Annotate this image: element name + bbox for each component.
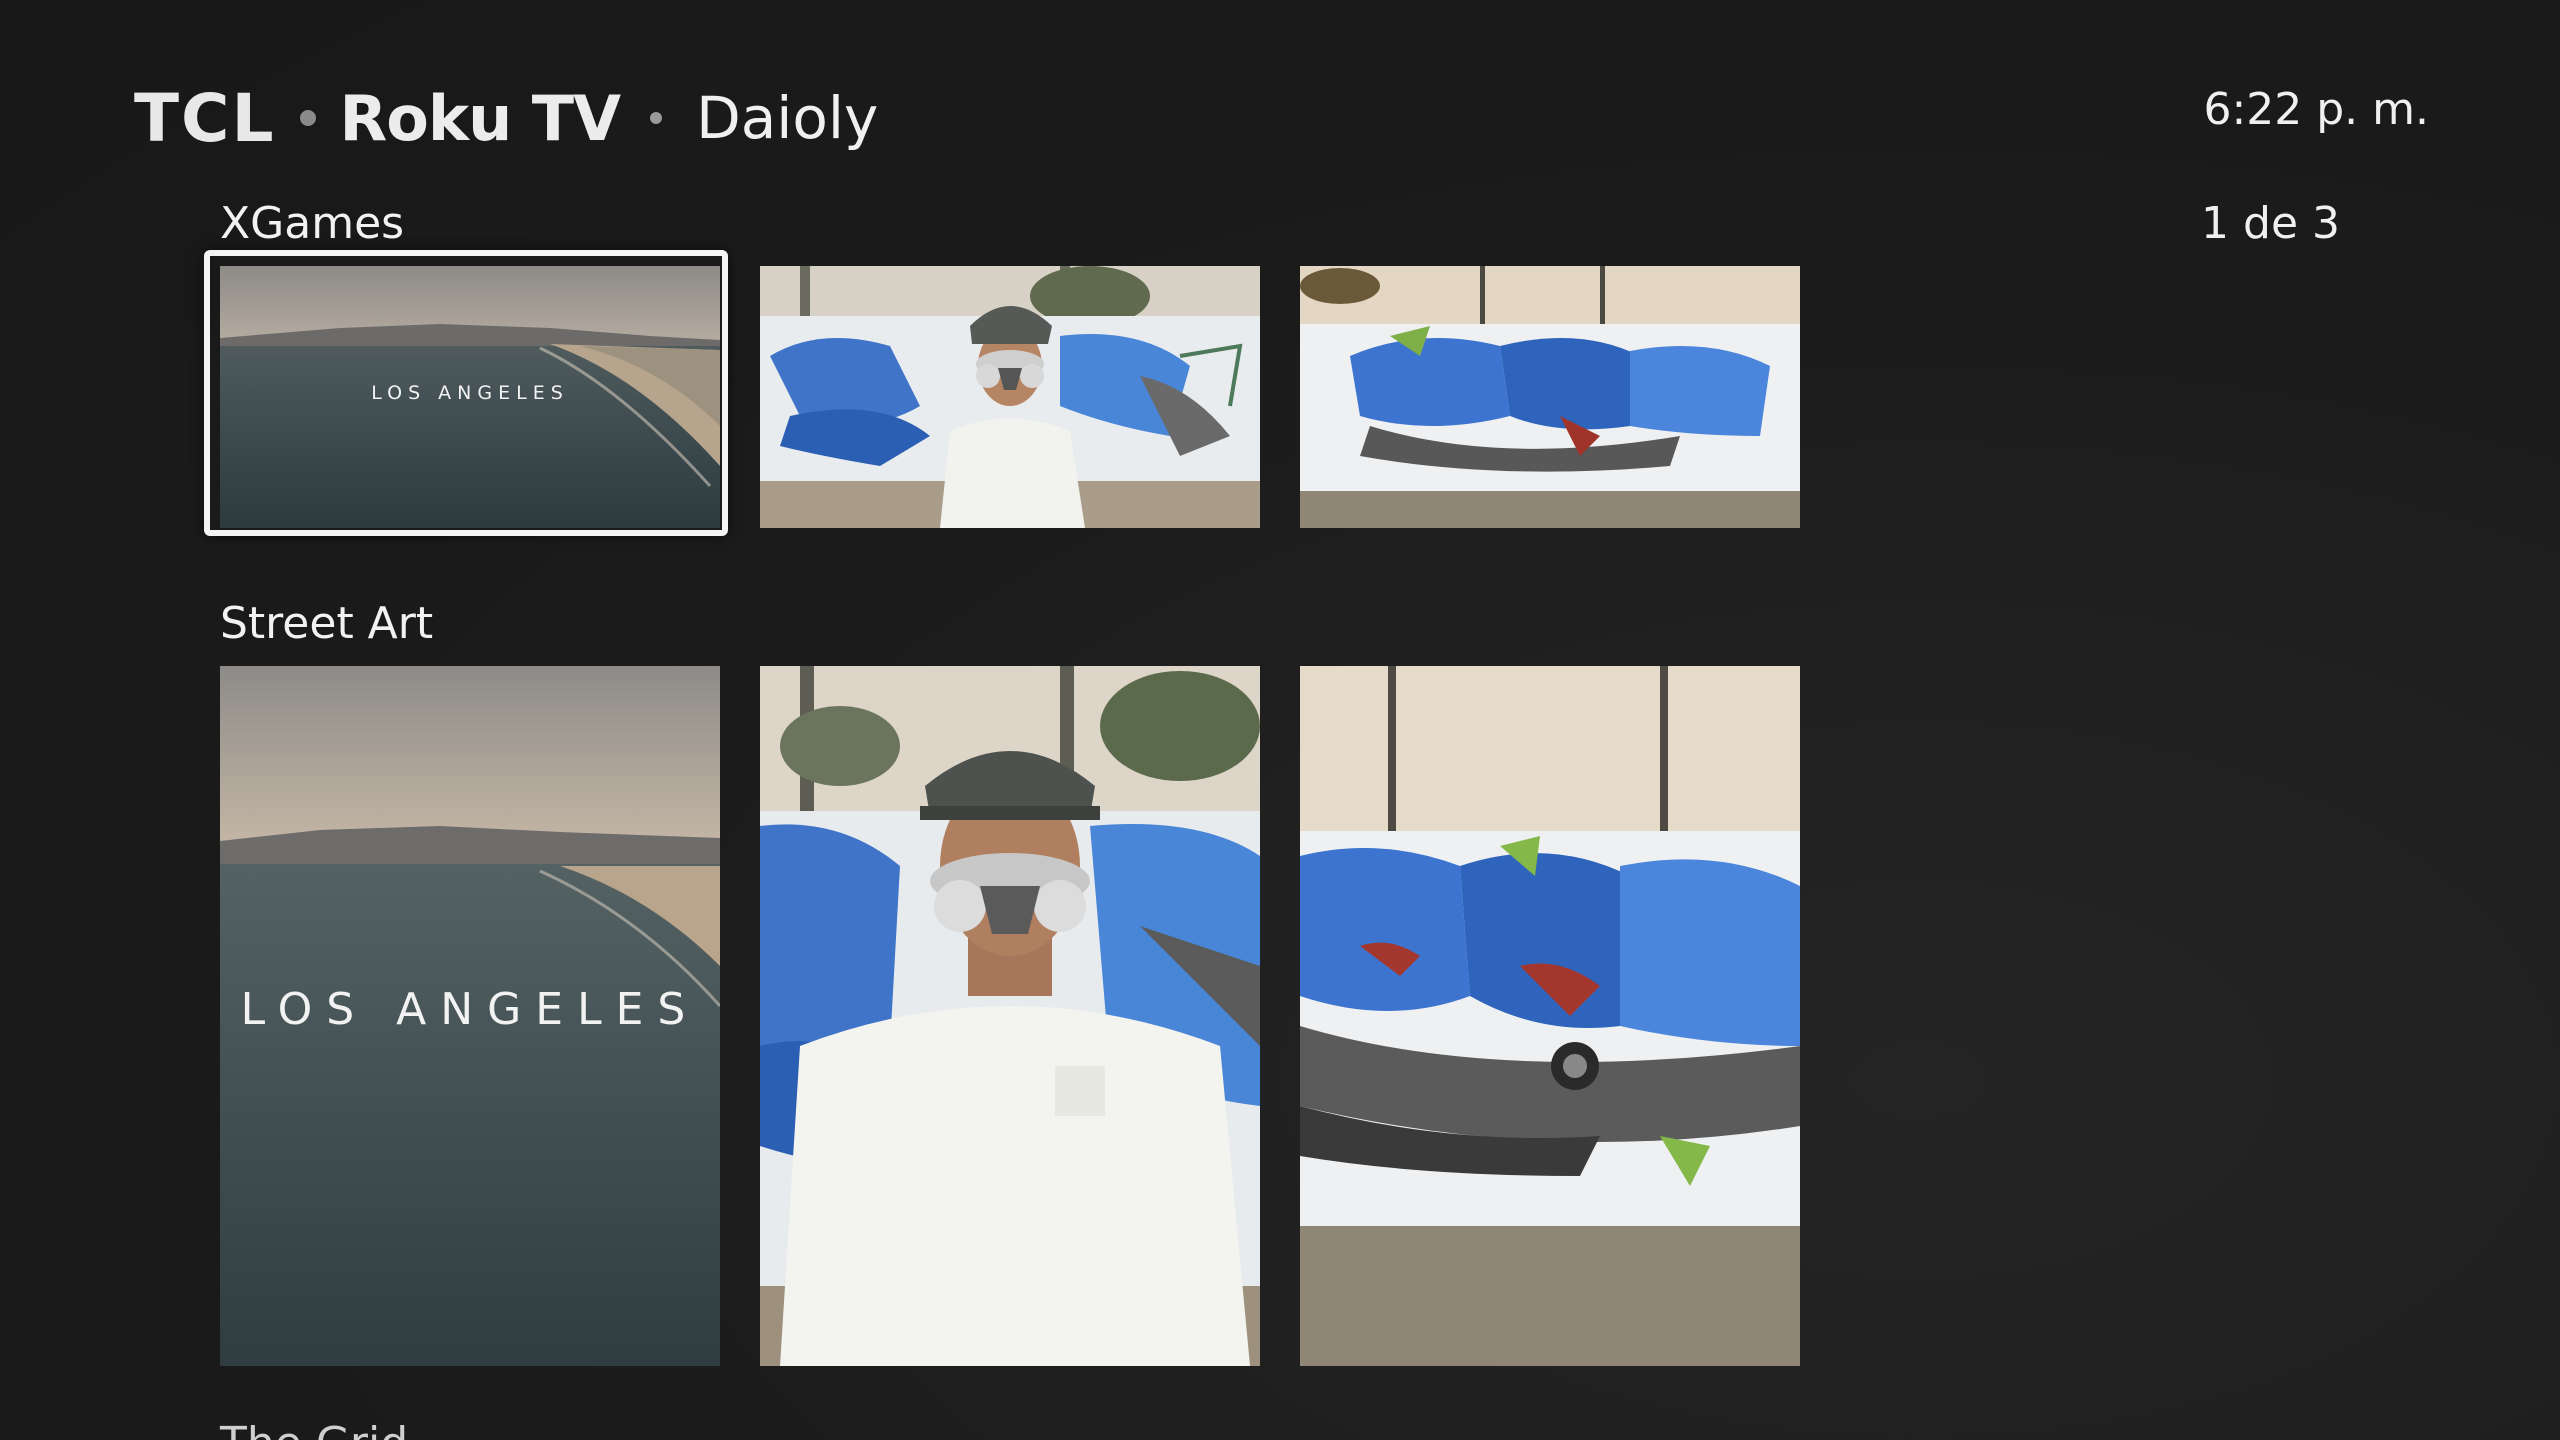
artist-portrait-poster [760,666,1260,1366]
graffiti-wall-thumbnail [1300,266,1800,528]
beach-aerial-thumbnail [220,266,720,528]
tile-overlay-text: LOS ANGELES [371,382,569,404]
page-indicator: 1 de 3 [2201,198,2340,249]
street-art-tile-1[interactable]: LOS ANGELES [220,666,720,1366]
street-art-tile-3[interactable] [1300,666,1800,1366]
graffiti-wall-poster [1300,666,1800,1366]
xgames-tile-1[interactable]: LOS ANGELES [220,266,720,528]
separator-dot-icon [299,110,316,126]
channel-name: Daioly [696,84,879,152]
artist-portrait-thumbnail [760,266,1260,528]
row-title-the-grid: The Grid [220,1418,408,1440]
row-title-xgames: XGames [220,198,405,249]
xgames-tile-2[interactable] [760,266,1260,528]
header-bar: TCL Roku TV Daioly 6:22 p. m. [0,0,2560,200]
brand-logo: TCL Roku TV Daioly [134,78,878,158]
row-title-street-art: Street Art [220,598,434,649]
xgames-tile-3[interactable] [1300,266,1800,528]
tile-overlay-text: LOS ANGELES [240,984,700,1035]
clock: 6:22 p. m. [2203,84,2429,135]
focus-ring [204,250,728,536]
street-art-tile-2[interactable] [760,666,1260,1366]
separator-dot-icon [650,112,663,124]
brand-roku-label: Roku TV [339,81,622,155]
brand-tcl-label: TCL [134,79,276,157]
beach-aerial-poster [220,666,720,1366]
